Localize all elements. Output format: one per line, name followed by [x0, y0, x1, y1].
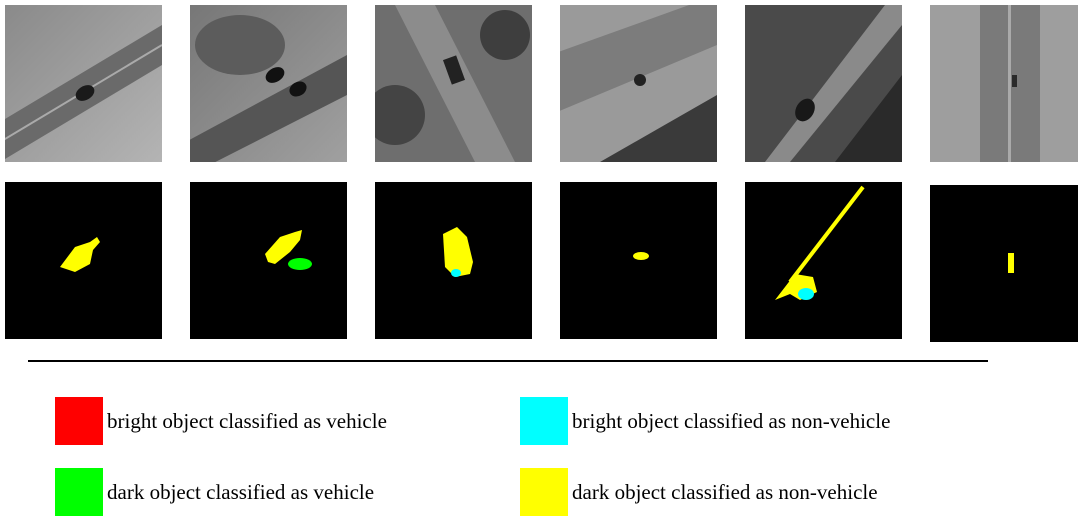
legend-label: bright object classified as vehicle [107, 409, 387, 434]
legend-item: dark object classified as non-vehicle [520, 468, 878, 516]
legend-item: bright object classified as non-vehicle [520, 397, 890, 445]
mask-tile [745, 182, 902, 339]
aerial-tile [550, 0, 717, 162]
legend-item: dark object classified as vehicle [55, 468, 374, 516]
aerial-tile [930, 5, 1078, 162]
legend-swatch [520, 468, 568, 516]
mask-tile [5, 182, 162, 339]
legend-swatch [55, 468, 103, 516]
mask-tile [375, 182, 532, 339]
aerial-tile [745, 5, 902, 162]
legend-label: bright object classified as non-vehicle [572, 409, 890, 434]
legend-swatch [520, 397, 568, 445]
legend-swatch [55, 397, 103, 445]
mask-tile [930, 185, 1078, 342]
aerial-tile [180, 5, 347, 180]
legend-label: dark object classified as vehicle [107, 480, 374, 505]
legend-item: bright object classified as vehicle [55, 397, 387, 445]
mask-tile [190, 182, 347, 339]
figure [0, 0, 1078, 380]
page: bright object classified as vehicle brigh… [0, 0, 1078, 514]
aerial-tile [0, 5, 162, 165]
aerial-tile [365, 5, 532, 162]
legend-label: dark object classified as non-vehicle [572, 480, 878, 505]
mask-tile [560, 182, 717, 339]
